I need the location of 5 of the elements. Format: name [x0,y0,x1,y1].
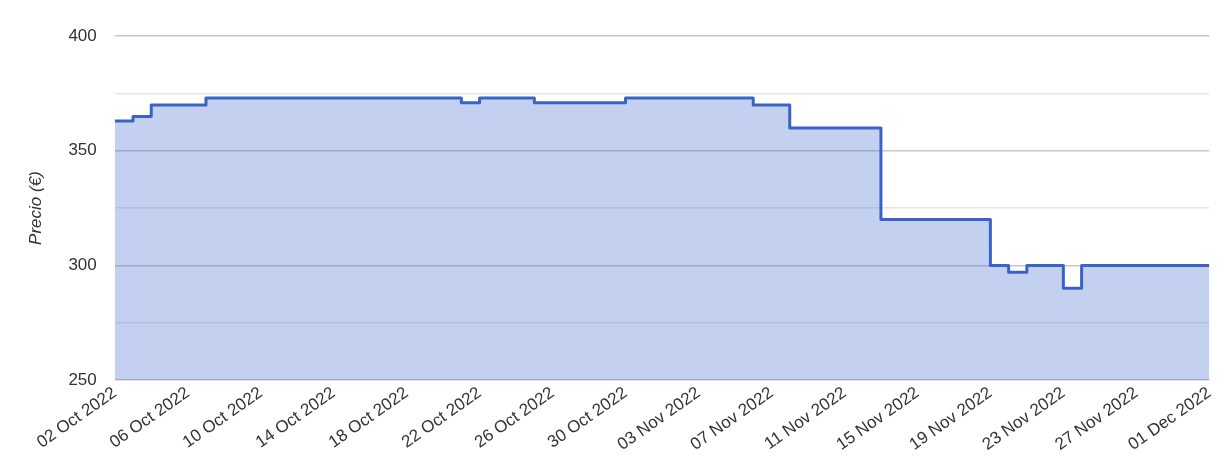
y-tick-label: 350 [68,140,97,160]
y-tick-label: 300 [68,255,97,275]
y-tick-label: 400 [68,25,97,45]
y-tick-label: 250 [68,369,97,389]
y-axis-title: Precio (€) [25,171,45,245]
